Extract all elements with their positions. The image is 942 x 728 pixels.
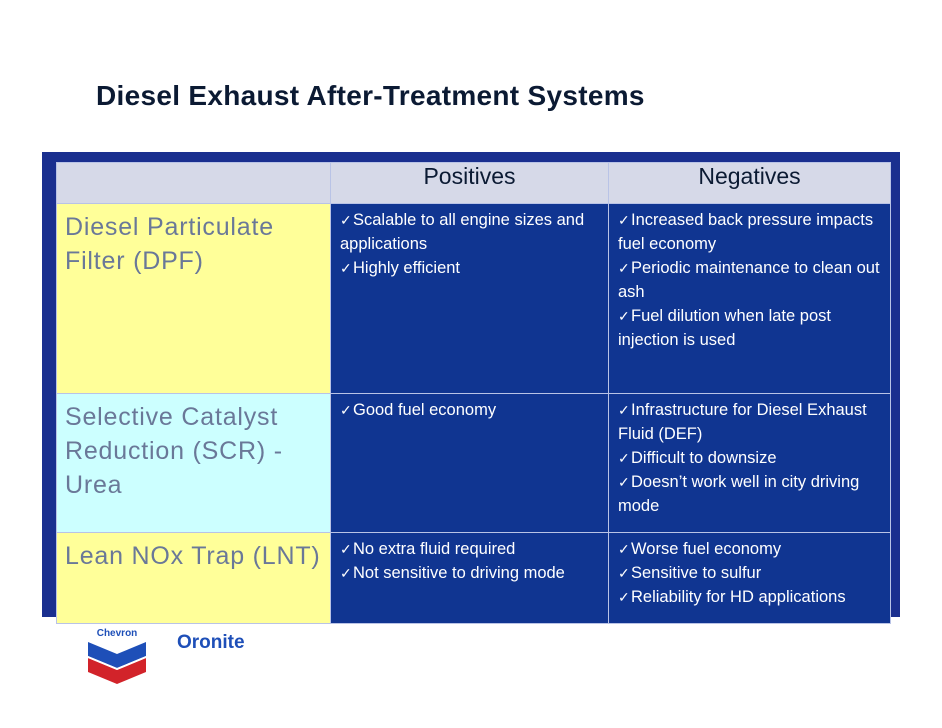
checkmark-icon: ✓	[618, 450, 630, 466]
table-header-row: Positives Negatives	[56, 162, 891, 204]
list-item: ✓Scalable to all engine sizes and applic…	[340, 208, 604, 256]
chevron-logo-text: Chevron	[97, 628, 138, 639]
checkmark-icon: ✓	[618, 474, 630, 490]
comparison-table: Positives Negatives Diesel Particulate F…	[56, 162, 891, 624]
table-row: Diesel Particulate Filter (DPF) ✓Scalabl…	[56, 203, 891, 394]
list-item: ✓Increased back pressure impacts fuel ec…	[618, 208, 886, 256]
list-item: ✓Fuel dilution when late post injection …	[618, 304, 886, 352]
checkmark-icon: ✓	[618, 589, 630, 605]
checkmark-icon: ✓	[618, 541, 630, 557]
list-item: ✓Good fuel economy	[340, 398, 604, 422]
positives-cell: ✓No extra fluid required ✓Not sensitive …	[330, 532, 609, 624]
list-item: ✓Highly efficient	[340, 256, 604, 280]
list-item: ✓Difficult to downsize	[618, 446, 886, 470]
negatives-cell: ✓Infrastructure for Diesel Exhaust Fluid…	[608, 393, 891, 533]
header-positives: Positives	[330, 162, 609, 204]
list-item: ✓No extra fluid required	[340, 537, 604, 561]
list-item: ✓Not sensitive to driving mode	[340, 561, 604, 585]
system-name-dpf: Diesel Particulate Filter (DPF)	[56, 203, 331, 394]
list-item: ✓Doesn’t work well in city driving mode	[618, 470, 886, 518]
checkmark-icon: ✓	[618, 308, 630, 324]
list-item: ✓Sensitive to sulfur	[618, 561, 886, 585]
list-item: ✓Reliability for HD applications	[618, 585, 886, 609]
checkmark-icon: ✓	[618, 402, 630, 418]
positives-cell: ✓Good fuel economy	[330, 393, 609, 533]
checkmark-icon: ✓	[340, 212, 352, 228]
checkmark-icon: ✓	[340, 541, 352, 557]
list-item: ✓Periodic maintenance to clean out ash	[618, 256, 886, 304]
checkmark-icon: ✓	[340, 260, 352, 276]
positives-cell: ✓Scalable to all engine sizes and applic…	[330, 203, 609, 394]
checkmark-icon: ✓	[340, 402, 352, 418]
header-negatives: Negatives	[608, 162, 891, 204]
list-item: ✓Infrastructure for Diesel Exhaust Fluid…	[618, 398, 886, 446]
chevron-logo-icon: Chevron	[82, 626, 152, 688]
negatives-cell: ✓Worse fuel economy ✓Sensitive to sulfur…	[608, 532, 891, 624]
checkmark-icon: ✓	[618, 565, 630, 581]
checkmark-icon: ✓	[340, 565, 352, 581]
checkmark-icon: ✓	[618, 212, 630, 228]
system-name-lnt: Lean NOx Trap (LNT)	[56, 532, 331, 624]
table-row: Lean NOx Trap (LNT) ✓No extra fluid requ…	[56, 532, 891, 624]
negatives-cell: ✓Increased back pressure impacts fuel ec…	[608, 203, 891, 394]
table-row: Selective Catalyst Reduction (SCR) - Ure…	[56, 393, 891, 533]
header-system	[56, 162, 331, 204]
slide-title: Diesel Exhaust After-Treatment Systems	[96, 80, 645, 111]
oronite-brand: Oronite	[177, 632, 245, 653]
checkmark-icon: ✓	[618, 260, 630, 276]
system-name-scr: Selective Catalyst Reduction (SCR) - Ure…	[56, 393, 331, 533]
list-item: ✓Worse fuel economy	[618, 537, 886, 561]
